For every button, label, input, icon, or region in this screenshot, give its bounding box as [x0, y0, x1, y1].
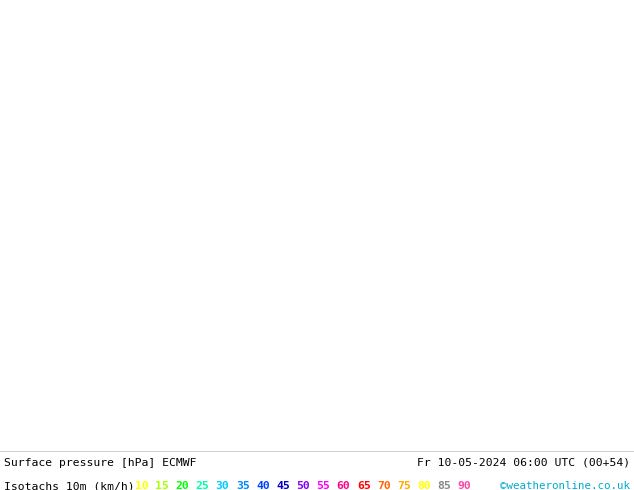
Text: Surface pressure [hPa] ECMWF: Surface pressure [hPa] ECMWF	[4, 458, 197, 468]
Text: 50: 50	[296, 481, 310, 490]
Text: ©weatheronline.co.uk: ©weatheronline.co.uk	[500, 481, 630, 490]
Text: 75: 75	[397, 481, 411, 490]
Text: 30: 30	[216, 481, 230, 490]
Text: Fr 10-05-2024 06:00 UTC (00+54): Fr 10-05-2024 06:00 UTC (00+54)	[417, 458, 630, 468]
Text: 65: 65	[357, 481, 370, 490]
Text: 35: 35	[236, 481, 250, 490]
Text: Isotachs 10m (km/h): Isotachs 10m (km/h)	[4, 481, 134, 490]
Text: 80: 80	[417, 481, 431, 490]
Text: 45: 45	[276, 481, 290, 490]
Text: 60: 60	[337, 481, 351, 490]
Text: 20: 20	[176, 481, 189, 490]
Text: 15: 15	[155, 481, 169, 490]
Text: 85: 85	[437, 481, 451, 490]
Text: 25: 25	[195, 481, 209, 490]
Text: 55: 55	[316, 481, 330, 490]
Text: 10: 10	[135, 481, 149, 490]
Text: 40: 40	[256, 481, 269, 490]
Text: 70: 70	[377, 481, 391, 490]
Text: 90: 90	[458, 481, 471, 490]
